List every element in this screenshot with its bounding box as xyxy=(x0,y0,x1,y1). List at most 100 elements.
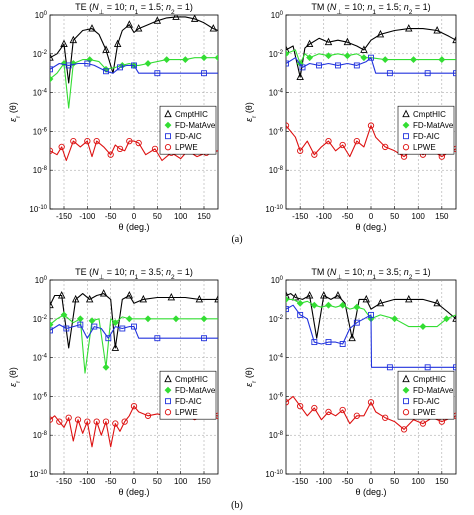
data-point xyxy=(433,26,441,34)
data-point xyxy=(107,151,114,158)
data-point xyxy=(400,426,408,433)
legend-marker xyxy=(164,409,172,416)
data-point xyxy=(58,143,65,151)
y-tick-label: 100 xyxy=(35,276,48,285)
data-point xyxy=(386,70,393,77)
data-point xyxy=(367,122,375,129)
series-lpwe xyxy=(286,395,456,433)
data-point xyxy=(119,325,126,332)
data-point xyxy=(339,301,347,309)
legend: CmptHIC FD-MatAve FD-AIC LPWE xyxy=(397,370,455,420)
x-tick-label: 50 xyxy=(153,477,162,486)
series-line xyxy=(286,304,456,368)
x-tick-label: 0 xyxy=(369,477,374,486)
x-tick-label: 50 xyxy=(390,212,399,221)
data-point xyxy=(419,323,427,330)
data-point xyxy=(102,363,110,371)
data-point xyxy=(50,147,54,154)
y-axis-label: εr (θ) xyxy=(244,367,258,387)
data-point xyxy=(382,414,389,421)
data-point xyxy=(296,299,304,307)
data-point xyxy=(286,399,290,406)
data-point xyxy=(74,416,82,423)
data-point xyxy=(306,54,314,62)
data-point xyxy=(381,56,389,64)
x-axis-label: θ (deg.) xyxy=(355,222,386,232)
data-point xyxy=(201,335,207,342)
legend-marker xyxy=(402,109,410,118)
legend-item-label: FD-AIC xyxy=(413,132,440,141)
data-point xyxy=(286,60,289,67)
series-fd-aic xyxy=(50,60,218,77)
y-tick-label: 10-2 xyxy=(33,315,48,324)
data-point xyxy=(172,15,180,20)
data-point xyxy=(116,145,124,153)
data-point xyxy=(201,70,207,77)
legend-item-label: LPWE xyxy=(413,408,436,417)
data-point xyxy=(419,420,427,427)
data-point xyxy=(362,294,371,303)
data-point xyxy=(325,301,332,309)
data-point xyxy=(130,402,138,410)
data-point xyxy=(433,298,441,307)
data-point xyxy=(325,137,332,145)
data-point xyxy=(154,335,161,342)
y-tick-label: 10-4 xyxy=(269,89,284,98)
caption-b: (b) xyxy=(231,500,243,511)
data-point xyxy=(367,399,375,406)
x-tick-label: 100 xyxy=(174,477,188,486)
x-tick-label: 0 xyxy=(132,212,137,221)
chart-title: TM (N⊥ = 10; n1 = 3.5; n2 = 1) xyxy=(311,267,430,281)
legend: CmptHIC FD-MatAve FD-AIC LPWE xyxy=(159,105,217,155)
legend-item-label: CmptHIC xyxy=(413,110,446,119)
data-point xyxy=(125,20,134,28)
data-point xyxy=(50,53,54,61)
legend-marker xyxy=(402,374,410,383)
data-point xyxy=(376,29,385,38)
data-point xyxy=(386,364,393,371)
data-point xyxy=(297,311,304,318)
chart-panel-4: -150 -100 -50 0 50 100 150 100 10-2 10-4 10-6 10-8 1… xyxy=(244,267,457,497)
data-point xyxy=(65,414,72,421)
data-point xyxy=(324,37,333,46)
data-point xyxy=(286,50,290,58)
data-point xyxy=(424,70,431,77)
data-point xyxy=(69,35,78,44)
data-point xyxy=(348,333,356,342)
x-tick-label: -100 xyxy=(79,212,96,221)
legend-marker xyxy=(164,144,172,151)
y-tick-label: 100 xyxy=(271,11,284,20)
y-tick-label: 10-4 xyxy=(33,89,48,98)
x-tick-label: 50 xyxy=(153,212,162,221)
legend-marker xyxy=(164,109,172,118)
x-tick-label: 150 xyxy=(435,477,449,486)
y-tick-label: 10-8 xyxy=(33,166,48,175)
x-tick-label: -100 xyxy=(79,477,96,486)
x-axis-label: θ (deg.) xyxy=(118,222,149,232)
data-point xyxy=(286,306,289,313)
data-point xyxy=(88,24,96,32)
legend-item-label: CmptHIC xyxy=(175,375,208,384)
data-point xyxy=(167,292,176,301)
data-point xyxy=(65,62,72,69)
data-point xyxy=(310,301,318,309)
legend-marker xyxy=(402,144,410,151)
series-line xyxy=(50,57,218,109)
data-point xyxy=(316,62,323,69)
data-point xyxy=(113,39,122,48)
y-tick-label: 10-8 xyxy=(33,431,48,440)
data-point xyxy=(163,56,171,64)
data-point xyxy=(84,60,91,67)
legend-item-label: CmptHIC xyxy=(175,110,208,119)
x-tick-label: -50 xyxy=(105,477,117,486)
series-fd-aic xyxy=(286,54,456,77)
data-point xyxy=(117,64,123,71)
data-point xyxy=(443,315,450,323)
chart-title: TE (N⊥ = 10; n1 = 1.5; n2 = 1) xyxy=(75,2,193,16)
data-point xyxy=(438,56,446,64)
y-axis-label: εr (θ) xyxy=(8,102,22,122)
data-point xyxy=(144,60,152,67)
legend-item-label: CmptHIC xyxy=(413,375,446,384)
series-line xyxy=(50,324,218,339)
